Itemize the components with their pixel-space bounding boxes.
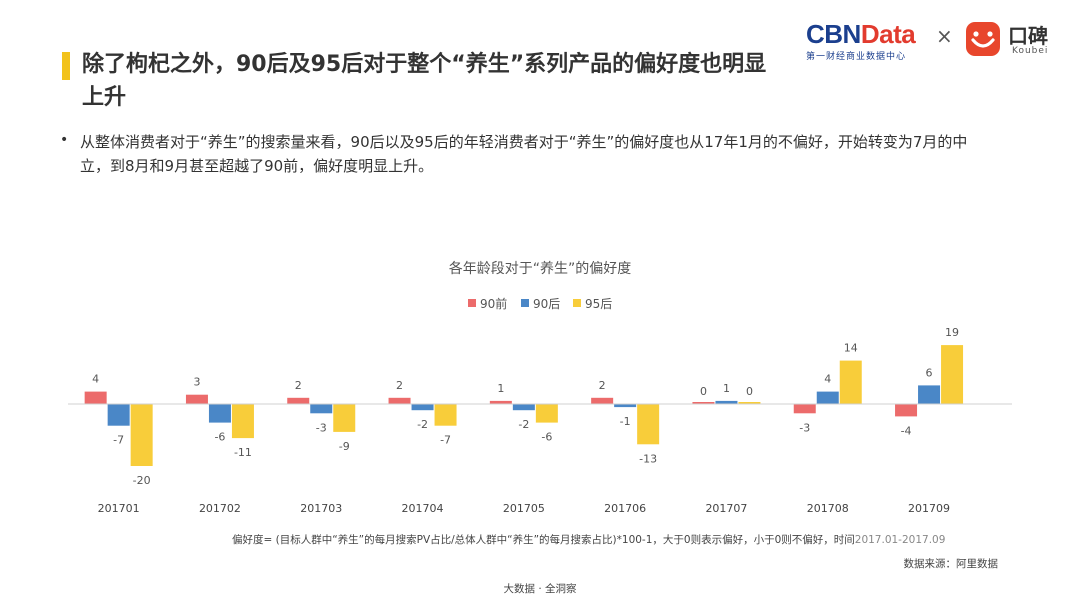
title-accent-bar (62, 52, 70, 80)
x-tick-label-201705: 201705 (503, 502, 545, 515)
value-label-201703-90前: 2 (295, 379, 302, 392)
legend-swatch-90后 (521, 299, 529, 307)
value-label-201702-95后: -11 (234, 446, 252, 459)
value-label-201706-90前: 2 (599, 379, 606, 392)
value-label-201701-90前: 4 (92, 373, 99, 386)
legend-label-90前: 90前 (480, 296, 507, 311)
bar-201709-90前 (895, 404, 918, 417)
value-label-201706-95后: -13 (639, 452, 657, 465)
value-label-201704-90后: -2 (417, 418, 428, 431)
value-label-201705-95后: -6 (541, 431, 552, 444)
value-label-201704-90前: 2 (396, 379, 403, 392)
chart-legend: 90前 90后 95后 (468, 296, 612, 311)
value-label-201708-90后: 4 (824, 373, 831, 386)
x-tick-label-201708: 201708 (807, 502, 849, 515)
bar-201708-90前 (793, 404, 816, 414)
value-label-201708-95后: 14 (844, 342, 858, 355)
bar-201701-90前 (84, 391, 107, 404)
chart-bars (84, 345, 964, 466)
bar-201703-90后 (310, 404, 333, 414)
bar-201709-95后 (941, 345, 964, 404)
value-label-201708-90前: -3 (799, 421, 810, 434)
bar-201708-95后 (839, 360, 862, 404)
x-tick-label-201704: 201704 (402, 502, 444, 515)
bar-201702-95后 (231, 404, 254, 439)
bar-201702-90后 (208, 404, 231, 423)
bar-201702-90前 (185, 394, 208, 404)
bar-201709-90后 (918, 385, 941, 404)
x-tick-label-201706: 201706 (604, 502, 646, 515)
data-source: 数据来源：阿里数据 (903, 558, 999, 570)
formula-note: 偏好度= (目标人群中“养生”的每月搜索PV占比/总体人群中“养生”的每月搜索占… (232, 532, 945, 547)
value-label-201705-90前: 1 (497, 382, 504, 395)
bar-201706-90前 (591, 397, 614, 404)
bar-201708-90后 (816, 391, 839, 404)
value-label-201709-90前: -4 (901, 424, 912, 437)
bar-201704-95后 (434, 404, 457, 426)
data-logo-text: Data (860, 19, 916, 49)
koubei-logo-text: 口碑 (1008, 24, 1048, 48)
x-tick-label-201702: 201702 (199, 502, 241, 515)
value-label-201709-90后: 6 (926, 366, 933, 379)
bar-201707-90后 (715, 400, 738, 404)
value-label-201706-90后: -1 (620, 415, 631, 428)
x-tick-label-201707: 201707 (705, 502, 747, 515)
formula-text: 偏好度= (目标人群中“养生”的每月搜索PV占比/总体人群中“养生”的每月搜索占… (232, 534, 855, 546)
legend-swatch-95后 (573, 299, 581, 307)
koubei-logo-subtitle: Koubei (1012, 46, 1049, 56)
bar-201706-90后 (614, 404, 637, 408)
x-tick-label-201709: 201709 (908, 502, 950, 515)
legend-swatch-90前 (468, 299, 476, 307)
bar-201705-90前 (489, 400, 512, 404)
value-label-201703-95后: -9 (339, 440, 350, 453)
bar-201701-90后 (107, 404, 130, 426)
bar-201701-95后 (130, 404, 153, 466)
value-label-201707-90后: 1 (723, 382, 730, 395)
cbndata-logo: CBNData 第一财经商业数据中心 (806, 19, 916, 62)
legend-label-95后: 95后 (585, 297, 612, 311)
value-label-201703-90后: -3 (316, 421, 327, 434)
value-label-201709-95后: 19 (945, 326, 959, 339)
bar-201707-90前 (692, 402, 715, 404)
logo-separator: × (936, 24, 953, 48)
chart-title: 各年龄段对于“养生”的偏好度 (449, 261, 632, 277)
bullet-marker: • (60, 132, 69, 148)
x-tick-label-201701: 201701 (98, 502, 140, 515)
bar-201707-95后 (738, 402, 761, 404)
cbn-logo-text: CBN (806, 19, 861, 49)
bar-201705-95后 (535, 404, 558, 423)
legend-label-90后: 90后 (533, 297, 560, 311)
value-label-201707-95后: 0 (746, 385, 753, 398)
cbndata-logo-subtitle: 第一财经商业数据中心 (806, 52, 907, 62)
bar-201704-90后 (411, 404, 434, 411)
bar-201705-90后 (512, 404, 535, 411)
formula-period: 2017.01-2017.09 (854, 534, 946, 546)
x-tick-label-201703: 201703 (300, 502, 342, 515)
value-label-201701-95后: -20 (133, 474, 151, 487)
footer-slogan: 大数据 · 全洞察 (503, 583, 577, 595)
chart-x-labels: 201701 201702 201703 201704 201705 201706 2017… (98, 502, 950, 515)
value-label-201704-95后: -7 (440, 434, 451, 447)
bar-201706-95后 (637, 404, 660, 445)
bar-201703-90前 (287, 397, 310, 404)
value-label-201707-90前: 0 (700, 385, 707, 398)
value-label-201702-90后: -6 (214, 431, 225, 444)
bar-201703-95后 (333, 404, 356, 432)
value-label-201702-90前: 3 (193, 376, 200, 389)
value-label-201701-90后: -7 (113, 434, 124, 447)
page-title: 除了枸杞之外，90后及95后对于整个“养生”系列产品的偏好度也明显上升 (82, 52, 767, 110)
chart-value-labels: 4 -7 -20 3 -6 -11 2 -3 -9 2 -2 -7 1 -2 -6 2 -1 -13 0 1 0 -3 4 1… (92, 326, 959, 487)
summary-bullet-text: 从整体消费者对于“养生”的搜索量来看，90后以及95后的年轻消费者对于“养生”的… (80, 133, 968, 175)
koubei-smile-icon (966, 22, 1000, 56)
bar-201704-90前 (388, 397, 411, 404)
value-label-201705-90后: -2 (518, 418, 529, 431)
